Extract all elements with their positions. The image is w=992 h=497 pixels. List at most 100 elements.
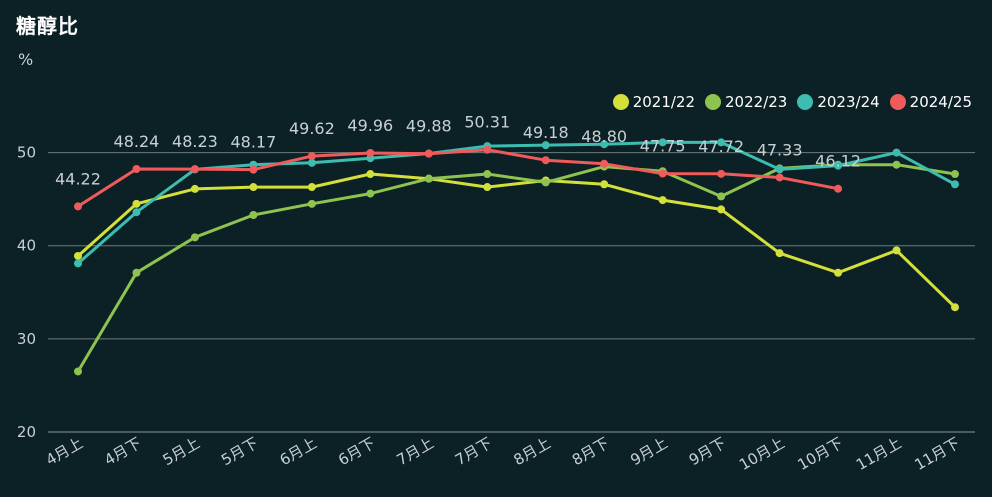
x-tick-label: 4月上 <box>43 434 86 469</box>
data-point <box>775 165 784 174</box>
data-label: 48.24 <box>114 132 160 151</box>
data-label: 50.31 <box>464 113 510 132</box>
data-label: 48.23 <box>172 132 218 151</box>
data-label: 49.62 <box>289 119 335 138</box>
data-point <box>307 158 316 167</box>
chart-title: 糖醇比 <box>16 14 79 38</box>
legend-item[interactable]: 2023/24 <box>797 93 880 111</box>
x-tick-label: 10月上 <box>736 434 788 474</box>
data-label: 47.33 <box>757 140 803 159</box>
data-label: 48.17 <box>230 133 276 152</box>
data-point <box>658 196 667 205</box>
x-tick-label: 9月下 <box>686 434 729 469</box>
x-tick-label: 9月上 <box>627 434 670 469</box>
x-tick-label: 5月上 <box>160 434 203 469</box>
data-point <box>249 210 258 219</box>
data-point <box>307 199 316 208</box>
data-point <box>190 233 199 242</box>
y-tick-label: 40 <box>17 237 36 255</box>
data-point <box>600 159 609 168</box>
data-point <box>366 170 375 179</box>
data-point <box>892 160 901 169</box>
data-label: 44.22 <box>55 169 101 188</box>
x-tick-label: 11月下 <box>911 434 963 474</box>
data-point <box>366 189 375 198</box>
y-tick-label: 30 <box>17 330 36 348</box>
legend-label: 2023/24 <box>817 93 880 111</box>
y-axis-unit: % <box>18 50 34 69</box>
legend-swatch <box>797 94 814 110</box>
data-point <box>424 174 433 183</box>
data-point <box>892 246 901 255</box>
legend-swatch <box>612 94 629 110</box>
x-tick-label: 8月下 <box>569 434 612 469</box>
legend-item[interactable]: 2022/23 <box>705 93 787 111</box>
data-point <box>951 303 959 312</box>
data-point <box>951 170 959 179</box>
legend-label: 2021/22 <box>632 93 696 111</box>
data-label: 49.88 <box>406 117 452 136</box>
x-tick-label: 4月下 <box>101 434 144 469</box>
series-line-2023-24 <box>77 140 956 265</box>
data-point <box>717 205 726 214</box>
data-point <box>483 170 492 179</box>
data-label: 47.72 <box>698 137 744 156</box>
data-point <box>717 138 726 147</box>
data-label: 48.80 <box>581 127 627 146</box>
data-point <box>541 141 550 150</box>
data-point <box>249 165 258 174</box>
data-point <box>74 259 82 268</box>
data-label: 49.96 <box>347 116 393 135</box>
data-point <box>132 208 141 217</box>
x-tick-label: 10月下 <box>795 434 847 474</box>
data-point <box>190 165 199 174</box>
data-point <box>483 183 492 192</box>
data-label: 47.75 <box>640 137 686 156</box>
data-point <box>541 178 550 187</box>
data-point <box>717 169 726 178</box>
data-label: 49.18 <box>523 123 569 142</box>
data-point <box>249 183 258 192</box>
data-point <box>892 148 901 157</box>
series-line-2021-22 <box>77 172 957 309</box>
x-tick-label: 11月上 <box>853 434 905 474</box>
data-point <box>132 268 141 277</box>
legend-item[interactable]: 2024/25 <box>889 93 972 111</box>
data-point <box>951 180 959 189</box>
x-tick-label: 7月上 <box>394 434 437 469</box>
data-point <box>834 161 843 170</box>
data-point <box>366 148 375 157</box>
legend-swatch <box>705 94 722 110</box>
data-point <box>775 173 784 182</box>
y-tick-label: 50 <box>17 144 36 162</box>
legend-item[interactable]: 2021/22 <box>612 93 696 111</box>
data-point <box>541 156 550 165</box>
legend: 2021/22 2022/23 2023/24 2024/25 <box>612 93 972 111</box>
data-point <box>717 192 726 201</box>
x-tick-label: 6月上 <box>277 434 320 469</box>
legend-label: 2022/23 <box>725 93 788 111</box>
data-point <box>775 249 784 258</box>
data-point <box>834 184 843 193</box>
data-point <box>424 149 433 158</box>
legend-label: 2024/25 <box>909 93 972 111</box>
data-point <box>74 251 82 260</box>
data-point <box>132 164 141 173</box>
y-tick-label: 20 <box>17 423 36 441</box>
data-point <box>600 180 609 189</box>
data-point <box>307 183 316 192</box>
data-point <box>132 199 141 208</box>
x-tick-label: 5月下 <box>218 434 261 469</box>
data-point <box>600 140 609 149</box>
x-tick-label: 8月上 <box>510 434 553 469</box>
series-line-2024-25 <box>77 148 839 208</box>
x-tick-label: 7月下 <box>452 434 495 469</box>
data-point <box>307 152 316 161</box>
data-point <box>74 202 82 211</box>
data-point <box>190 184 199 193</box>
data-point <box>658 169 667 178</box>
data-label: 46.12 <box>815 152 861 171</box>
x-tick-label: 6月下 <box>335 434 378 469</box>
